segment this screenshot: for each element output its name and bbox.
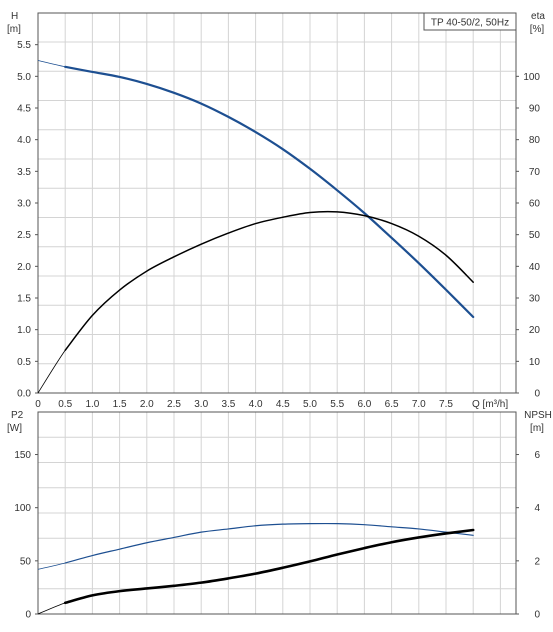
efficiency-curve-extrapolated xyxy=(37,350,66,394)
y-left-tick-label: 2.0 xyxy=(17,262,31,273)
y-left-tick-label: 0.0 xyxy=(17,389,31,400)
y-right-axis-unit: [m] xyxy=(530,423,544,434)
y-left-tick-label: 3.0 xyxy=(17,199,31,210)
y-left-tick-label: 50 xyxy=(20,556,32,567)
x-tick-label: 7.0 xyxy=(412,399,426,410)
y-left-tick-label: 0.5 xyxy=(17,357,31,368)
y-left-axis-unit: [m] xyxy=(7,24,21,35)
x-tick-label: 2.5 xyxy=(167,399,181,410)
npsh-curve-extrapolated xyxy=(37,602,66,615)
y-right-tick-label: 100 xyxy=(523,72,540,83)
y-right-tick-label: 20 xyxy=(529,325,541,336)
power-curve-extrapolated xyxy=(37,562,66,570)
x-tick-label: 3.5 xyxy=(221,399,235,410)
x-tick-label: 7.5 xyxy=(439,399,453,410)
y-right-tick-label: 50 xyxy=(529,230,541,241)
y-right-tick-label: 40 xyxy=(529,262,541,273)
x-tick-label: 2.0 xyxy=(140,399,154,410)
x-tick-label: 0 xyxy=(35,399,41,410)
x-tick-label: 1.0 xyxy=(85,399,99,410)
y-left-tick-label: 1.5 xyxy=(17,294,31,305)
y-left-axis-label: H xyxy=(11,11,18,22)
y-right-tick-label: 6 xyxy=(534,450,540,461)
head-curve xyxy=(64,65,475,319)
y-left-tick-label: 0 xyxy=(25,610,31,621)
y-right-tick-label: 90 xyxy=(529,104,541,115)
y-right-axis-unit: [%] xyxy=(530,24,545,35)
plot-frame xyxy=(37,12,517,394)
x-tick-label: 0.5 xyxy=(58,399,72,410)
y-left-tick-label: 100 xyxy=(14,503,31,514)
y-right-axis-label: eta xyxy=(531,11,545,22)
y-left-tick-label: 4.0 xyxy=(17,135,31,146)
y-left-tick-label: 3.5 xyxy=(17,167,31,178)
y-left-tick-label: 5.0 xyxy=(17,72,31,83)
y-right-tick-label: 70 xyxy=(529,167,541,178)
y-left-tick-label: 4.5 xyxy=(17,104,31,115)
y-right-tick-label: 0 xyxy=(534,610,540,621)
y-right-tick-label: 30 xyxy=(529,294,541,305)
y-left-axis-label: P2 xyxy=(11,410,24,421)
x-axis-label: Q [m³/h] xyxy=(472,399,508,410)
x-tick-label: 4.5 xyxy=(276,399,290,410)
x-tick-label: 6.0 xyxy=(357,399,371,410)
y-right-axis-label: NPSH xyxy=(524,410,552,421)
plot-frame xyxy=(37,411,517,615)
y-left-tick-label: 1.0 xyxy=(17,325,31,336)
x-tick-label: 4.0 xyxy=(249,399,263,410)
y-right-tick-label: 4 xyxy=(534,503,540,514)
y-right-tick-label: 0 xyxy=(534,389,540,400)
x-tick-label: 3.0 xyxy=(194,399,208,410)
x-tick-label: 5.5 xyxy=(330,399,344,410)
y-right-tick-label: 10 xyxy=(529,357,541,368)
y-left-axis-unit: [W] xyxy=(7,423,22,434)
efficiency-curve xyxy=(64,210,474,351)
x-tick-label: 1.5 xyxy=(113,399,127,410)
y-left-tick-label: 5.5 xyxy=(17,40,31,51)
x-tick-label: 5.0 xyxy=(303,399,317,410)
chart-title: TP 40-50/2, 50Hz xyxy=(431,18,509,29)
y-right-tick-label: 80 xyxy=(529,135,541,146)
y-left-tick-label: 150 xyxy=(14,450,31,461)
y-right-tick-label: 60 xyxy=(529,199,541,210)
npsh-curve xyxy=(63,528,475,605)
y-left-tick-label: 2.5 xyxy=(17,230,31,241)
head-curve-extrapolated xyxy=(37,60,66,68)
power-curve xyxy=(64,522,474,564)
y-right-tick-label: 2 xyxy=(534,556,540,567)
x-tick-label: 6.5 xyxy=(385,399,399,410)
title-box xyxy=(423,12,517,31)
